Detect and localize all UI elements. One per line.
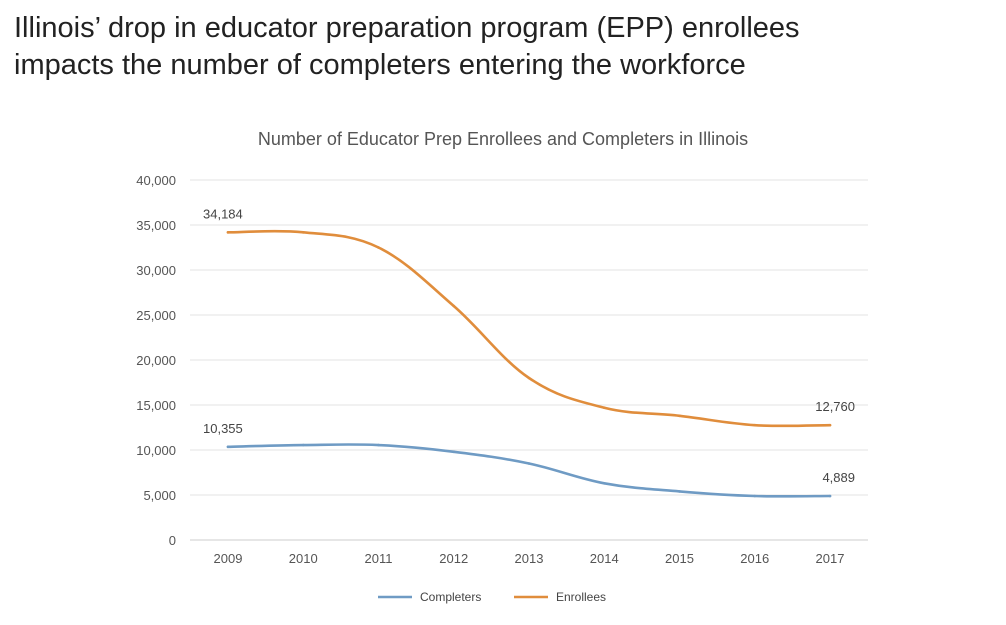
gridlines xyxy=(190,179,868,541)
y-tick-label: 30,000 xyxy=(136,263,176,278)
data-point xyxy=(301,443,305,447)
y-tick-label: 0 xyxy=(169,533,176,548)
y-axis-ticks: 0 5,000 10,000 15,000 20,000 25,000 30,000 35,0… xyxy=(136,173,176,548)
y-tick-label: 15,000 xyxy=(136,398,176,413)
series-line-enrollees xyxy=(226,229,832,428)
data-point xyxy=(828,423,832,427)
data-point xyxy=(678,414,681,418)
data-point xyxy=(753,494,757,498)
data-point xyxy=(452,450,456,454)
data-point xyxy=(602,406,606,410)
x-tick-label: 2017 xyxy=(816,551,845,566)
data-label: 34,184 xyxy=(203,206,243,221)
data-point xyxy=(226,231,230,234)
series-line-completers xyxy=(226,443,832,498)
legend-label: Enrollees xyxy=(556,590,606,604)
x-tick-label: 2014 xyxy=(590,551,619,566)
y-tick-label: 25,000 xyxy=(136,308,176,323)
data-point xyxy=(226,445,230,449)
data-point xyxy=(527,376,531,380)
data-label: 12,760 xyxy=(815,399,855,414)
y-tick-label: 20,000 xyxy=(136,353,176,368)
data-point xyxy=(377,443,380,447)
series-lines xyxy=(226,229,832,498)
legend-label: Completers xyxy=(420,590,481,604)
chart-title: Number of Educator Prep Enrollees and Co… xyxy=(258,129,748,149)
data-point xyxy=(377,246,380,249)
data-label: 4,889 xyxy=(822,470,855,485)
y-tick-label: 5,000 xyxy=(143,488,176,503)
data-point xyxy=(527,462,531,465)
x-tick-label: 2016 xyxy=(740,551,769,566)
x-tick-label: 2012 xyxy=(439,551,468,566)
data-label: 10,355 xyxy=(203,421,243,436)
y-tick-label: 10,000 xyxy=(136,443,176,458)
x-tick-label: 2015 xyxy=(665,551,694,566)
x-axis-ticks: 2009 2010 2011 2012 2013 2014 2015 2016 2017 xyxy=(214,551,845,566)
data-labels: 10,355 4,889 34,184 12,760 xyxy=(203,206,855,485)
y-tick-label: 40,000 xyxy=(136,173,176,188)
data-point xyxy=(452,304,456,308)
chart-legend: Completers Enrollees xyxy=(378,590,606,604)
data-point xyxy=(753,423,757,427)
page-headline: Illinois’ drop in educator preparation p… xyxy=(14,10,994,84)
data-point xyxy=(301,231,305,234)
x-tick-label: 2009 xyxy=(214,551,243,566)
x-tick-label: 2011 xyxy=(365,551,393,566)
data-point xyxy=(602,482,606,485)
x-tick-label: 2010 xyxy=(289,551,318,566)
y-tick-label: 35,000 xyxy=(136,218,176,233)
data-point xyxy=(678,490,681,493)
headline-line-2: impacts the number of completers enterin… xyxy=(14,49,746,81)
data-point xyxy=(828,494,832,498)
headline-line-1: Illinois’ drop in educator preparation p… xyxy=(14,12,800,44)
x-tick-label: 2013 xyxy=(515,551,544,566)
